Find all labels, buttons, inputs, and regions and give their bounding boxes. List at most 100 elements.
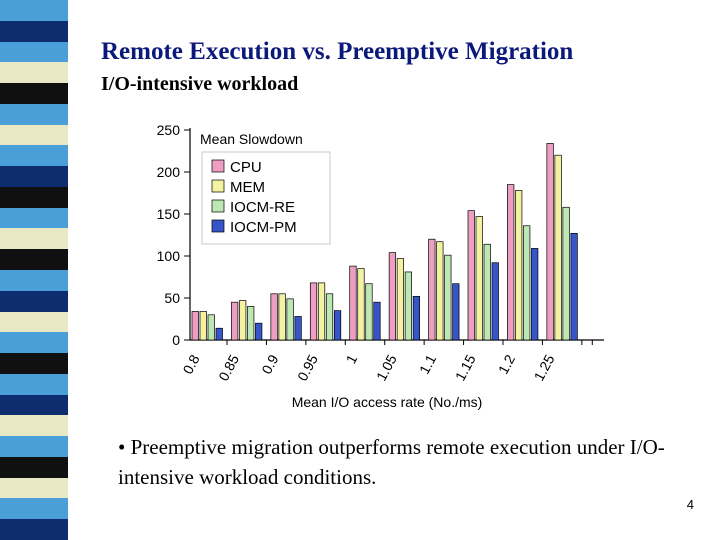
bar-iocm-pm	[255, 322, 263, 341]
x-tick-label: 1.2	[495, 352, 518, 377]
stripe-segment	[0, 0, 68, 22]
slide-subtitle: I/O-intensive workload	[101, 73, 299, 95]
stripe-segment	[0, 270, 68, 292]
legend-swatch	[211, 159, 225, 173]
bar-iocm-pm	[412, 295, 420, 341]
bar-iocm-pm	[373, 301, 381, 341]
bullet-marker: •	[118, 435, 126, 459]
bar-mem	[475, 216, 483, 341]
bar-iocm-re	[562, 206, 570, 341]
bar-cpu	[507, 184, 515, 341]
bar-iocm-pm	[294, 316, 302, 341]
bar-mem	[199, 311, 207, 341]
stripe-segment	[0, 83, 68, 105]
stripe-segment	[0, 124, 68, 146]
stripe-segment	[0, 415, 68, 437]
bar-iocm-re	[444, 254, 452, 341]
bar-mem	[554, 154, 562, 341]
bar-iocm-re	[286, 298, 294, 341]
decorative-stripe	[0, 0, 68, 540]
stripe-segment	[0, 353, 68, 375]
stripe-segment	[0, 166, 68, 188]
stripe-segment	[0, 519, 68, 540]
legend-label: IOCM-RE	[230, 199, 295, 216]
bar-iocm-re	[247, 306, 255, 341]
stripe-segment	[0, 186, 68, 209]
bar-cpu	[388, 252, 396, 341]
bar-mem	[278, 293, 286, 341]
x-axis-label: Mean I/O access rate (No./ms)	[292, 394, 483, 410]
bar-cpu	[191, 311, 199, 341]
stripe-segment	[0, 228, 68, 250]
x-tick-label: 1	[343, 352, 361, 367]
stripe-segment	[0, 311, 68, 333]
x-tick-label: 1.15	[452, 352, 479, 384]
stripe-segment	[0, 456, 68, 479]
bar-iocm-re	[207, 314, 215, 341]
bar-cpu	[309, 282, 318, 341]
y-tick-label: 100	[157, 248, 181, 264]
stripe-segment	[0, 290, 68, 313]
page-number: 4	[686, 497, 694, 512]
y-tick-label: 0	[172, 332, 180, 348]
legend-swatch	[211, 179, 225, 193]
y-tick-label: 250	[157, 122, 181, 138]
stripe-segment	[0, 20, 68, 43]
slowdown-bar-chart: Mean Slowdown Mean I/O access rate (No./…	[157, 122, 604, 410]
stripe-segment	[0, 477, 68, 499]
bar-iocm-pm	[215, 327, 223, 341]
x-tick-label: 1.1	[416, 352, 439, 377]
slide-title: Remote Execution vs. Preemptive Migratio…	[101, 38, 574, 65]
x-tick-label: 1.25	[531, 352, 558, 384]
legend-box	[201, 151, 331, 245]
legend-label: MEM	[230, 179, 265, 196]
bar-cpu	[349, 265, 357, 341]
stripe-segment	[0, 394, 68, 416]
x-tick-label: 0.9	[258, 352, 281, 377]
bar-iocm-re	[404, 271, 412, 341]
bar-iocm-re	[523, 225, 531, 341]
stripe-segment	[0, 436, 68, 458]
bar-iocm-re	[325, 293, 334, 341]
legend-swatch	[211, 199, 225, 213]
y-tick-label: 150	[157, 206, 181, 222]
chart-title: Mean Slowdown	[200, 131, 303, 147]
bullet-point: • Preemptive migration outperforms remot…	[118, 432, 678, 492]
bar-cpu	[467, 210, 475, 341]
bar-cpu	[270, 293, 278, 341]
y-tick-label: 50	[164, 290, 180, 306]
bullet-text: Preemptive migration outperforms remote …	[118, 435, 665, 489]
bar-iocm-re	[365, 283, 373, 341]
bar-mem	[317, 282, 326, 341]
bar-cpu	[428, 238, 436, 341]
x-tick-label: 0.8	[179, 352, 202, 377]
bar-cpu	[231, 301, 239, 341]
bar-mem	[396, 258, 404, 341]
stripe-segment	[0, 207, 68, 229]
bar-mem	[357, 268, 365, 341]
bar-cpu	[546, 143, 554, 341]
legend-label: IOCM-PM	[230, 219, 297, 236]
stripe-segment	[0, 249, 68, 271]
stripe-segment	[0, 41, 68, 63]
x-tick-label: 0.85	[215, 352, 242, 384]
stripe-segment	[0, 332, 68, 354]
legend-label: CPU	[230, 159, 262, 176]
x-tick-label: 0.95	[294, 352, 321, 384]
x-tick-label: 1.05	[373, 352, 400, 384]
stripe-segment	[0, 62, 68, 84]
stripe-segment	[0, 103, 68, 126]
bar-iocm-pm	[333, 310, 342, 341]
bar-iocm-pm	[570, 232, 578, 341]
y-tick-label: 200	[157, 164, 181, 180]
stripe-segment	[0, 145, 68, 167]
bar-iocm-pm	[452, 283, 460, 341]
bar-mem	[239, 300, 247, 341]
stripe-segment	[0, 498, 68, 520]
bar-iocm-re	[483, 243, 491, 341]
bar-iocm-pm	[491, 262, 499, 341]
stripe-segment	[0, 373, 68, 396]
legend-swatch	[211, 219, 225, 233]
bar-mem	[436, 241, 444, 341]
bar-iocm-pm	[531, 248, 539, 341]
